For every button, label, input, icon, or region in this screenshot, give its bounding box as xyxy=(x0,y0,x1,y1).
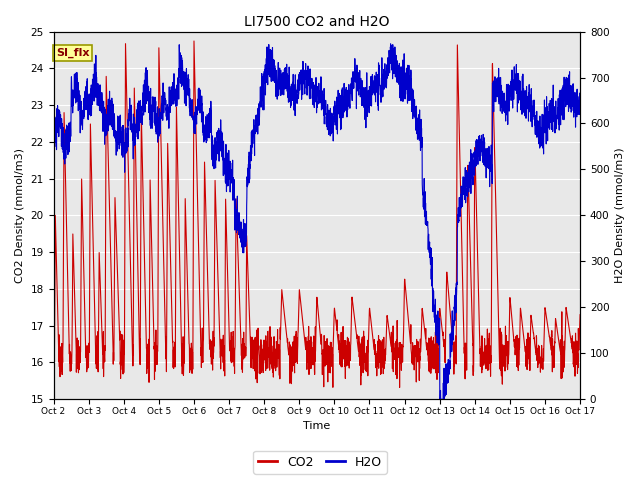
Legend: CO2, H2O: CO2, H2O xyxy=(253,451,387,474)
X-axis label: Time: Time xyxy=(303,421,330,432)
Y-axis label: CO2 Density (mmol/m3): CO2 Density (mmol/m3) xyxy=(15,148,25,283)
Title: LI7500 CO2 and H2O: LI7500 CO2 and H2O xyxy=(244,15,390,29)
Text: SI_flx: SI_flx xyxy=(56,48,90,59)
Y-axis label: H2O Density (mmol/m3): H2O Density (mmol/m3) xyxy=(615,147,625,283)
